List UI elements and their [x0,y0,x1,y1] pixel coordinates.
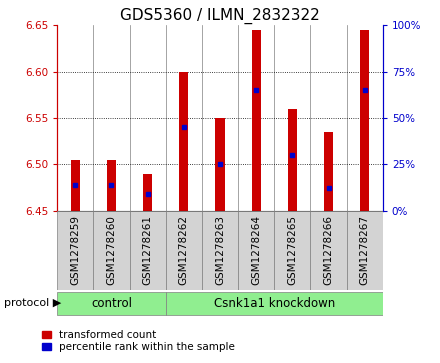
Bar [57,211,93,290]
Bar [202,211,238,290]
Text: GSM1278263: GSM1278263 [215,216,225,285]
Bar [166,292,383,314]
Bar [252,30,260,211]
Bar [71,160,80,211]
Bar [129,211,166,290]
Text: protocol ▶: protocol ▶ [4,298,62,308]
Legend: transformed count, percentile rank within the sample: transformed count, percentile rank withi… [40,328,237,354]
Bar [347,211,383,290]
Bar [107,160,116,211]
Text: GSM1278261: GSM1278261 [143,216,153,285]
Text: GSM1278267: GSM1278267 [360,216,370,285]
Bar [57,292,166,314]
Text: GSM1278264: GSM1278264 [251,216,261,285]
Text: GSM1278265: GSM1278265 [287,216,297,285]
Text: GSM1278259: GSM1278259 [70,216,80,285]
Bar [288,109,297,211]
Bar [143,174,152,211]
Bar [166,211,202,290]
Bar [360,30,369,211]
Bar [216,118,224,211]
Text: GSM1278262: GSM1278262 [179,216,189,285]
Text: GSM1278260: GSM1278260 [106,216,117,285]
Bar [324,132,333,211]
Bar [238,211,274,290]
Text: control: control [91,297,132,310]
Bar [93,211,129,290]
Bar [180,72,188,211]
Text: Csnk1a1 knockdown: Csnk1a1 knockdown [214,297,335,310]
Title: GDS5360 / ILMN_2832322: GDS5360 / ILMN_2832322 [120,8,320,24]
Bar [274,211,311,290]
Bar [311,211,347,290]
Text: GSM1278266: GSM1278266 [323,216,334,285]
